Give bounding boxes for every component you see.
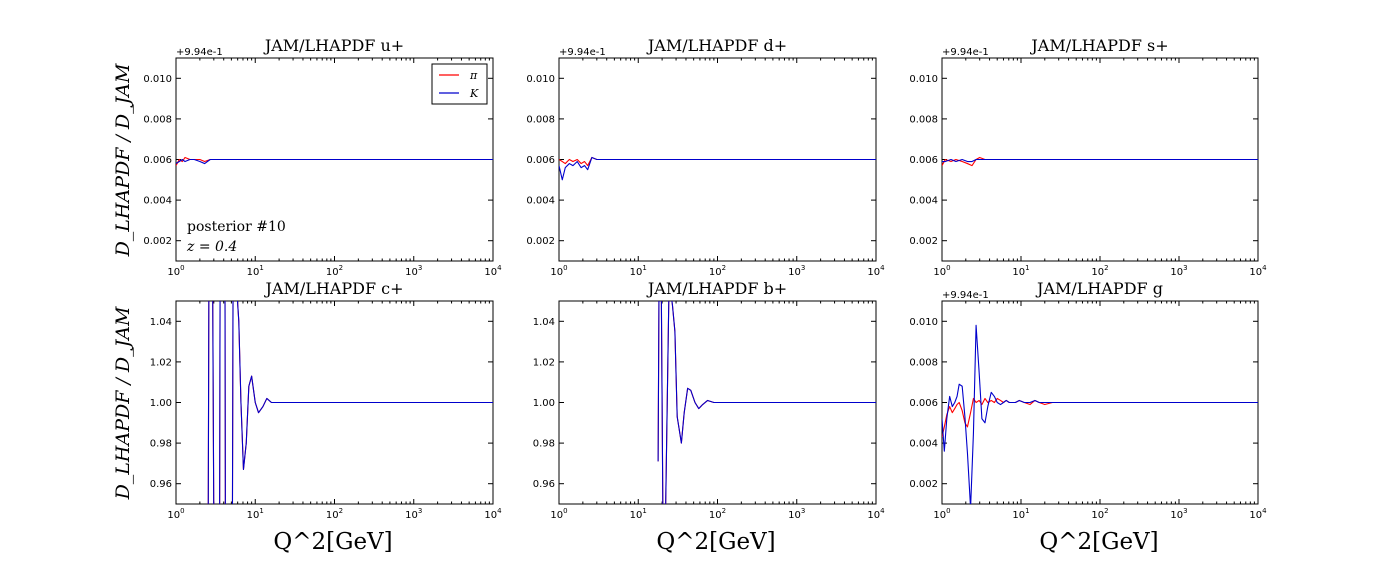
y-tick-label: 1.04 <box>150 317 172 328</box>
y-tick-label: 0.008 <box>143 114 172 125</box>
y-tick-label: 1.00 <box>150 398 172 409</box>
x-tick-label: 104 <box>1249 507 1267 521</box>
x-tick-label: 103 <box>788 507 805 521</box>
y-tick-label: 0.002 <box>909 479 938 490</box>
panel-title: JAM/LHAPDF c+ <box>263 279 403 298</box>
panel-jam-lhapdf-s: JAM/LHAPDF s+ +9.94e-1 100 101 102 103 104 0.00… <box>909 36 1267 278</box>
panel-jam-lhapdf-c: JAM/LHAPDF c+ 100 101 102 103 104 0.96 0.98 1.00… <box>150 279 502 521</box>
series-line-k <box>207 301 493 504</box>
y-tick-label: 0.006 <box>143 155 172 166</box>
y-tick-label: 0.98 <box>533 439 555 450</box>
y-tick-label: 0.008 <box>909 357 938 368</box>
y-tick-label: 0.96 <box>533 479 555 490</box>
x-tick-label: 100 <box>167 507 184 521</box>
series-line-pi <box>942 397 1258 438</box>
y-tick-label: 0.002 <box>909 236 938 247</box>
legend-label-k: K <box>469 87 479 100</box>
panel-title: JAM/LHAPDF u+ <box>263 36 404 55</box>
x-tick-label: 103 <box>788 264 805 278</box>
x-tick-label: 104 <box>484 507 502 521</box>
series-line-k <box>942 324 1258 504</box>
legend-label-pi: π <box>469 69 478 82</box>
y-tick-label: 0.006 <box>526 155 555 166</box>
panel-title: JAM/LHAPDF d+ <box>646 36 787 55</box>
panel-title: JAM/LHAPDF b+ <box>646 279 787 298</box>
series-line-k <box>657 301 876 504</box>
x-tick-label: 102 <box>1091 507 1108 521</box>
x-tick-label: 102 <box>709 507 726 521</box>
series-line-pi <box>942 156 1258 167</box>
y-tick-label: 0.96 <box>150 479 172 490</box>
xlabel-col1: Q^2[GeV] <box>273 529 392 555</box>
x-tick-label: 104 <box>867 264 885 278</box>
y-tick-label: 0.004 <box>526 196 555 207</box>
x-tick-label: 102 <box>326 264 343 278</box>
x-tick-label: 104 <box>867 507 885 521</box>
panel-title: JAM/LHAPDF s+ <box>1029 36 1168 55</box>
panel-jam-lhapdf-b: JAM/LHAPDF b+ 100 101 102 103 104 0.96 0.98 1.00… <box>533 279 885 521</box>
y-tick-label: 0.98 <box>150 439 172 450</box>
x-tick-label: 101 <box>630 507 647 521</box>
panel-title: JAM/LHAPDF g <box>1035 279 1163 298</box>
series-line-pi <box>176 156 493 166</box>
x-tick-label: 101 <box>247 264 264 278</box>
series-line-k <box>559 156 876 181</box>
xlabel-col2: Q^2[GeV] <box>656 529 775 555</box>
x-tick-label: 100 <box>933 264 950 278</box>
legend: π K <box>431 63 488 105</box>
x-tick-label: 100 <box>550 507 567 521</box>
x-tick-label: 103 <box>405 507 422 521</box>
panel-jam-lhapdf-d: JAM/LHAPDF d+ +9.94e-1 100 101 102 103 104 0.00… <box>526 36 885 278</box>
series-line-k <box>176 158 493 165</box>
y-tick-label: 1.02 <box>150 357 172 368</box>
x-tick-label: 103 <box>1170 507 1187 521</box>
y-tick-label: 0.010 <box>909 317 938 328</box>
x-tick-label: 103 <box>1170 264 1187 278</box>
ylabel-top-row: D_LHAPDF / D_JAM <box>112 63 134 257</box>
annotation-posterior: posterior #10 <box>187 219 286 235</box>
y-tick-label: 0.010 <box>526 74 555 85</box>
panel-jam-lhapdf-g: JAM/LHAPDF g +9.94e-1 100 101 102 103 104 0.002… <box>909 279 1267 521</box>
ylabel-bottom-row: D_LHAPDF / D_JAM <box>112 306 134 500</box>
y-tick-label: 0.002 <box>526 236 555 247</box>
offset-text: +9.94e-1 <box>942 47 989 58</box>
y-tick-label: 0.010 <box>909 74 938 85</box>
y-tick-label: 1.00 <box>533 398 555 409</box>
y-tick-label: 0.004 <box>909 196 938 207</box>
y-tick-label: 0.008 <box>909 114 938 125</box>
y-tick-label: 0.004 <box>909 439 938 450</box>
x-tick-label: 101 <box>247 507 264 521</box>
y-tick-label: 1.04 <box>533 317 555 328</box>
x-tick-label: 102 <box>326 507 343 521</box>
x-tick-label: 101 <box>1012 264 1029 278</box>
x-tick-label: 103 <box>405 264 422 278</box>
x-tick-label: 101 <box>630 264 647 278</box>
y-tick-label: 0.002 <box>143 236 172 247</box>
panel-jam-lhapdf-u: JAM/LHAPDF u+ +9.94e-1 100 101 102 103 104 0.00… <box>143 36 502 278</box>
offset-text: +9.94e-1 <box>942 290 989 301</box>
x-tick-label: 104 <box>1249 264 1267 278</box>
xlabel-col3: Q^2[GeV] <box>1039 529 1158 555</box>
annotation-z: z = 0.4 <box>186 239 237 255</box>
y-tick-label: 0.004 <box>143 196 172 207</box>
series-line-k <box>942 158 1258 163</box>
offset-text: +9.94e-1 <box>176 47 223 58</box>
x-tick-label: 100 <box>550 264 567 278</box>
series-line-pi <box>559 156 876 167</box>
x-tick-label: 100 <box>933 507 950 521</box>
y-tick-label: 0.010 <box>143 74 172 85</box>
x-tick-label: 102 <box>709 264 726 278</box>
legend-frame <box>431 63 488 105</box>
y-tick-label: 1.02 <box>533 357 555 368</box>
y-tick-label: 0.006 <box>909 398 938 409</box>
x-tick-label: 101 <box>1012 507 1029 521</box>
x-tick-label: 104 <box>484 264 502 278</box>
offset-text: +9.94e-1 <box>559 47 606 58</box>
y-tick-label: 0.006 <box>909 155 938 166</box>
y-tick-label: 0.008 <box>526 114 555 125</box>
x-tick-label: 100 <box>167 264 184 278</box>
x-tick-label: 102 <box>1091 264 1108 278</box>
